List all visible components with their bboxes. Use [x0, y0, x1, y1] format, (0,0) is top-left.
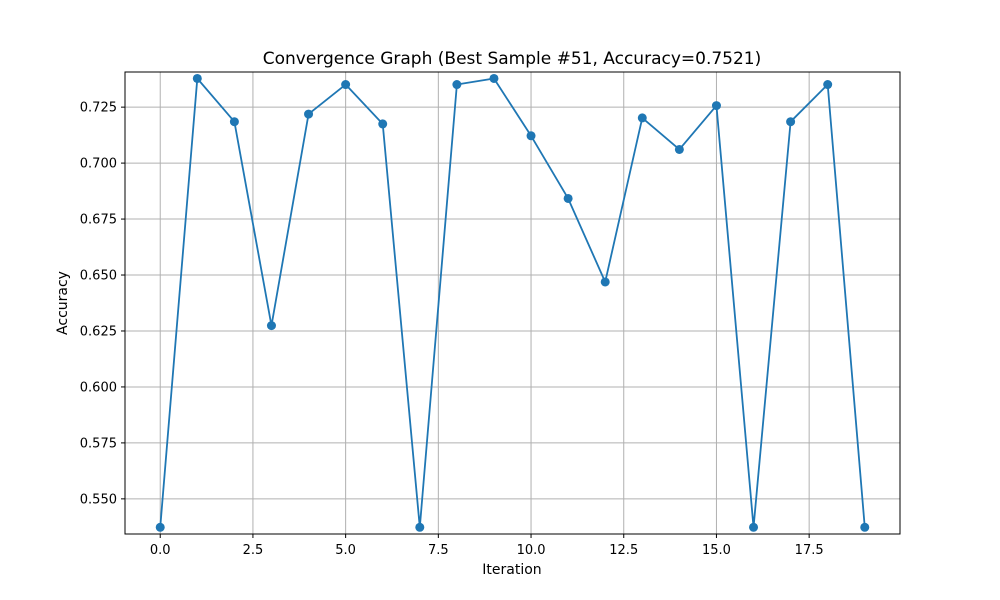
data-point [489, 73, 499, 83]
grid-lines [125, 72, 900, 534]
y-axis-label: Accuracy [55, 271, 71, 335]
y-tick-label: 0.650 [80, 269, 117, 284]
x-tick-label: 5.0 [335, 543, 356, 558]
data-point [563, 193, 573, 203]
data-point [823, 80, 833, 90]
data-points [155, 73, 870, 532]
y-tick-label: 0.600 [80, 380, 117, 395]
y-tick-label: 0.550 [80, 492, 117, 507]
data-point [452, 80, 462, 90]
x-tick-label: 12.5 [609, 543, 638, 558]
x-axis-label: Iteration [482, 562, 541, 578]
data-point [304, 109, 314, 119]
plot-frame [124, 71, 901, 535]
data-point [415, 522, 425, 532]
plot-area [125, 72, 900, 534]
data-point [229, 117, 239, 127]
data-point [711, 101, 721, 111]
data-point [600, 277, 610, 287]
x-tick-label: 17.5 [795, 543, 824, 558]
data-point [266, 321, 276, 331]
x-axis-ticks: 0.0 2.5 5.0 7.5 10.0 12.5 15.0 17.5 [150, 534, 824, 558]
y-tick-label: 0.625 [80, 324, 117, 339]
series-line-layer [159, 77, 866, 529]
data-point [786, 117, 796, 127]
data-point [341, 80, 351, 90]
y-tick-label: 0.575 [80, 436, 117, 451]
data-point [637, 113, 647, 123]
x-tick-label: 2.5 [243, 543, 264, 558]
y-tick-label: 0.675 [80, 213, 117, 228]
data-point [674, 144, 684, 154]
x-tick-label: 10.0 [517, 543, 546, 558]
x-tick-label: 7.5 [428, 543, 449, 558]
data-point [155, 522, 165, 532]
data-point [378, 119, 388, 129]
data-point [860, 522, 870, 532]
data-point [749, 522, 759, 532]
x-tick-label: 0.0 [150, 543, 171, 558]
chart-title: Convergence Graph (Best Sample #51, Accu… [263, 49, 762, 69]
data-point [526, 131, 536, 141]
y-axis-ticks: 0.550 0.575 0.600 0.625 0.650 0.675 0.700 0.725 [80, 101, 125, 507]
x-tick-label: 15.0 [702, 543, 731, 558]
series-line [159, 77, 866, 529]
y-tick-label: 0.700 [80, 157, 117, 172]
y-tick-label: 0.725 [80, 101, 117, 116]
data-point [192, 73, 202, 83]
